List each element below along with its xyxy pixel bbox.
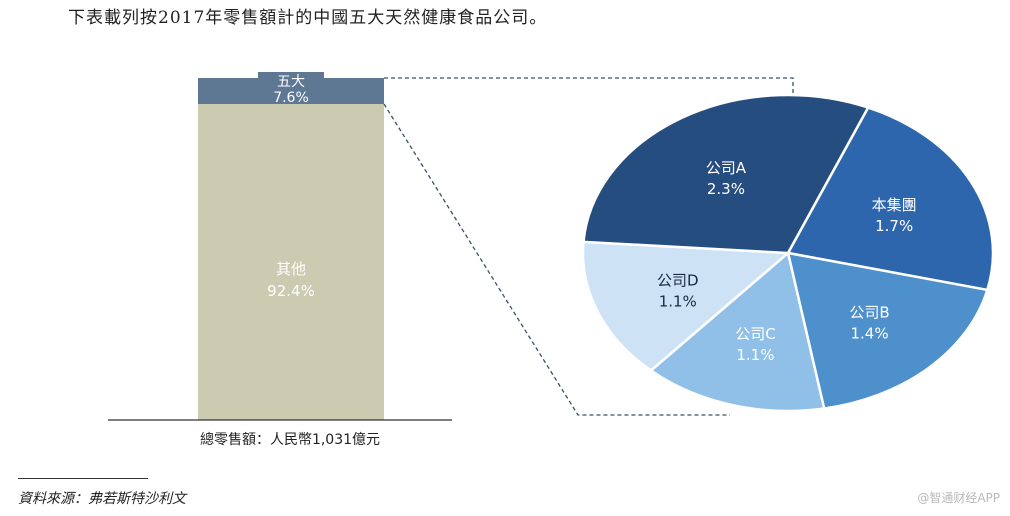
market-share-chart: 其他 92.4% 五大7.6% 本集團 1.7% 公司B 1.4% 公司C 1.1% 公司D 1.…: [108, 72, 995, 448]
connector-top: [384, 77, 794, 101]
source-note: 資料來源：弗若斯特沙利文: [18, 491, 186, 507]
pie-slice-4: [582, 93, 870, 255]
bar-segment-label-1: 7.6%: [273, 90, 309, 106]
pie-slice-name-2: 公司C: [735, 325, 775, 343]
watermark: @智通财经APP: [917, 491, 1000, 505]
pie-slice-label-2: 1.1%: [736, 346, 774, 364]
pie-slice-name-0: 本集團: [872, 196, 917, 214]
pie-chart: 本集團 1.7% 公司B 1.4% 公司C 1.1% 公司D 1.1% 公司A 2.3%: [581, 93, 995, 413]
page-title: 下表載列按2017年零售額計的中國五大天然健康食品公司。: [68, 8, 548, 28]
pie-slice-name-3: 公司D: [657, 271, 699, 289]
bar-segment-label-0: 92.4%: [267, 282, 315, 300]
bar-xlabel: 總零售額：人民幣1,031億元: [200, 431, 380, 448]
pie-slice-label-0: 1.7%: [875, 217, 913, 235]
source-divider: [18, 478, 148, 479]
pie-slice-2: [648, 250, 826, 413]
pie-slice-label-4: 2.3%: [707, 180, 745, 198]
pie-slice-0: [786, 106, 995, 292]
connector-lines: [383, 77, 794, 416]
bar-segment-name-0: 其他: [276, 260, 306, 278]
pie-slice-3: [581, 240, 792, 373]
pie-slice-label-3: 1.1%: [659, 292, 697, 310]
bar-segment-name-1: 五大: [277, 74, 305, 90]
stacked-bar: 其他 92.4% 五大7.6%: [198, 72, 384, 420]
pie-slice-1: [786, 251, 989, 410]
pie-slice-label-1: 1.4%: [851, 325, 889, 343]
bar-segment-0: [198, 103, 384, 420]
bar-segment-label-box-1: [258, 72, 324, 104]
pie-slice-name-4: 公司A: [706, 159, 747, 177]
pie-slice-name-1: 公司B: [849, 304, 889, 322]
connector-bottom: [383, 103, 730, 416]
